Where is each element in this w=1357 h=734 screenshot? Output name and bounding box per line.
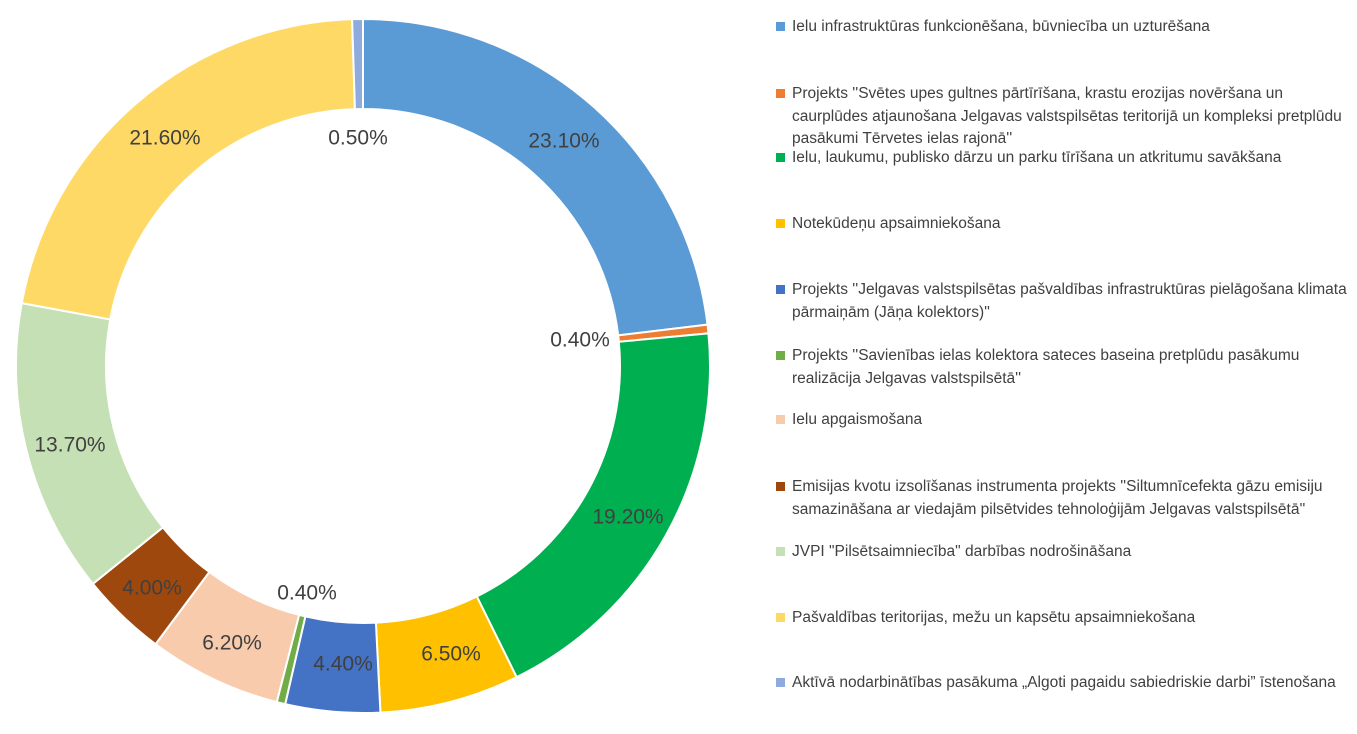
donut-slice — [20, 18, 356, 321]
legend-swatch — [776, 219, 785, 228]
legend-item: Projekts ''Savienības ielas kolektora sa… — [776, 345, 1351, 390]
donut-slice — [351, 17, 364, 111]
legend-swatch — [776, 678, 785, 687]
legend-label: Ielu apgaismošana — [792, 411, 923, 428]
legend-swatch — [776, 153, 785, 162]
donut-chart: 23.10% 0.40% 19.20% 6.50% 4.40% 0.40% 6.20% 4.0… — [15, 17, 711, 714]
slice-data-label: 13.70% — [34, 434, 105, 457]
legend-label: Aktīvā nodarbinātības pasākuma „Algoti p… — [792, 674, 1336, 691]
slice-data-label: 23.10% — [528, 130, 599, 153]
slice-data-label: 21.60% — [129, 127, 200, 150]
slice-data-label: 6.20% — [202, 632, 262, 655]
legend-item: Aktīvā nodarbinātības pasākuma „Algoti p… — [776, 672, 1351, 695]
slice-data-label: 0.50% — [328, 127, 388, 150]
legend-label: Projekts ''Jelgavas valstspilsētas pašva… — [792, 281, 1347, 321]
legend-item: Projekts ''Jelgavas valstspilsētas pašva… — [776, 279, 1351, 324]
legend-swatch — [776, 89, 785, 98]
legend-swatch — [776, 547, 785, 556]
legend-label: Ielu infrastruktūras funkcionēšana, būvn… — [792, 18, 1210, 35]
legend-swatch — [776, 22, 785, 31]
legend-swatch — [776, 613, 785, 622]
legend-swatch — [776, 351, 785, 360]
slice-data-label: 0.40% — [277, 582, 337, 605]
legend-label: Projekts ''Svētes upes gultnes pārtīrīša… — [792, 85, 1342, 147]
legend-item: Ielu, laukumu, publisko dārzu un parku t… — [776, 147, 1351, 170]
legend-swatch — [776, 285, 785, 294]
slice-data-label: 0.40% — [550, 329, 610, 352]
legend-label: Ielu, laukumu, publisko dārzu un parku t… — [792, 149, 1282, 166]
donut-slice — [362, 17, 709, 337]
legend-label: Notekūdeņu apsaimniekošana — [792, 215, 1001, 232]
legend-item: JVPI "Pilsētsaimniecība" darbības nodroš… — [776, 541, 1351, 564]
legend-label: Pašvaldības teritorijas, mežu un kapsētu… — [792, 609, 1196, 626]
legend-item: Pašvaldības teritorijas, mežu un kapsētu… — [776, 607, 1351, 630]
legend-item: Notekūdeņu apsaimniekošana — [776, 213, 1351, 236]
legend-item: Ielu apgaismošana — [776, 409, 1351, 432]
legend-label: Emisijas kvotu izsolīšanas instrumenta p… — [792, 478, 1323, 518]
legend-item: Projekts ''Svētes upes gultnes pārtīrīša… — [776, 83, 1351, 151]
slice-data-label: 6.50% — [421, 643, 481, 666]
legend-label: Projekts ''Savienības ielas kolektora sa… — [792, 347, 1300, 387]
legend-item: Emisijas kvotu izsolīšanas instrumenta p… — [776, 476, 1351, 521]
chart-legend: Ielu infrastruktūras funkcionēšana, būvn… — [776, 0, 1351, 734]
slice-data-label: 4.40% — [313, 653, 373, 676]
slice-data-label: 4.00% — [122, 577, 182, 600]
slice-data-label: 19.20% — [592, 506, 663, 529]
legend-swatch — [776, 415, 785, 424]
legend-item: Ielu infrastruktūras funkcionēšana, būvn… — [776, 16, 1351, 39]
legend-swatch — [776, 482, 785, 491]
legend-label: JVPI "Pilsētsaimniecība" darbības nodroš… — [792, 543, 1132, 560]
